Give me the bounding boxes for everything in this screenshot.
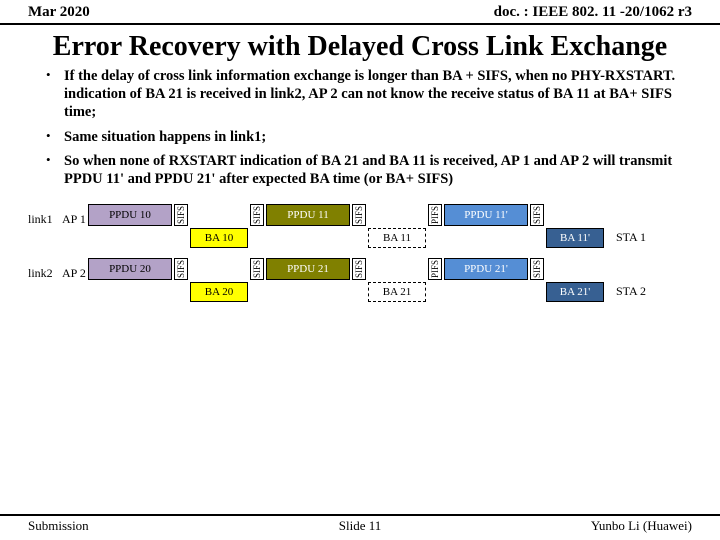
timing-diagram: link1 AP 1 PPDU 10 SIFS SIFS PPDU 11 SIF… bbox=[0, 194, 720, 306]
ppdu11-box: PPDU 11 bbox=[266, 204, 350, 226]
ppdu10-box: PPDU 10 bbox=[88, 204, 172, 226]
footer-right: Yunbo Li (Huawei) bbox=[591, 518, 692, 534]
sifs-2c: SIFS bbox=[352, 258, 366, 280]
bullet-1: If the delay of cross link information e… bbox=[64, 67, 690, 121]
ba21-box: BA 21 bbox=[368, 282, 426, 302]
pifs-1: PIFS bbox=[428, 204, 442, 226]
sta1-label: STA 1 bbox=[616, 230, 646, 245]
ba11-box: BA 11 bbox=[368, 228, 426, 248]
ppdu21-box: PPDU 21 bbox=[266, 258, 350, 280]
ap1-label: AP 1 bbox=[62, 204, 88, 227]
header-doc: doc. : IEEE 802. 11 -20/1062 r3 bbox=[494, 4, 692, 21]
ap2-label: AP 2 bbox=[62, 258, 88, 281]
bullet-2: Same situation happens in link1; bbox=[64, 128, 266, 146]
footer-left: Submission bbox=[28, 518, 89, 534]
sifs-2d: SIFS bbox=[530, 258, 544, 280]
ba21p-box: BA 21' bbox=[546, 282, 604, 302]
sifs-1d: SIFS bbox=[530, 204, 544, 226]
ppdu11p-box: PPDU 11' bbox=[444, 204, 528, 226]
ba10-box: BA 10 bbox=[190, 228, 248, 248]
sifs-2a: SIFS bbox=[174, 258, 188, 280]
footer-center: Slide 11 bbox=[339, 518, 382, 534]
sifs-1a: SIFS bbox=[174, 204, 188, 226]
ba11p-box: BA 11' bbox=[546, 228, 604, 248]
header-date: Mar 2020 bbox=[28, 4, 90, 21]
page-title: Error Recovery with Delayed Cross Link E… bbox=[0, 25, 720, 67]
ppdu21p-box: PPDU 21' bbox=[444, 258, 528, 280]
sifs-2b: SIFS bbox=[250, 258, 264, 280]
bullet-3: So when none of RXSTART indication of BA… bbox=[64, 152, 690, 188]
link2-label: link2 bbox=[28, 258, 62, 281]
bullet-list: •If the delay of cross link information … bbox=[0, 67, 720, 188]
pifs-2: PIFS bbox=[428, 258, 442, 280]
ppdu20-box: PPDU 20 bbox=[88, 258, 172, 280]
sifs-1c: SIFS bbox=[352, 204, 366, 226]
sifs-1b: SIFS bbox=[250, 204, 264, 226]
ba20-box: BA 20 bbox=[190, 282, 248, 302]
sta2-label: STA 2 bbox=[616, 284, 646, 299]
link1-label: link1 bbox=[28, 204, 62, 227]
